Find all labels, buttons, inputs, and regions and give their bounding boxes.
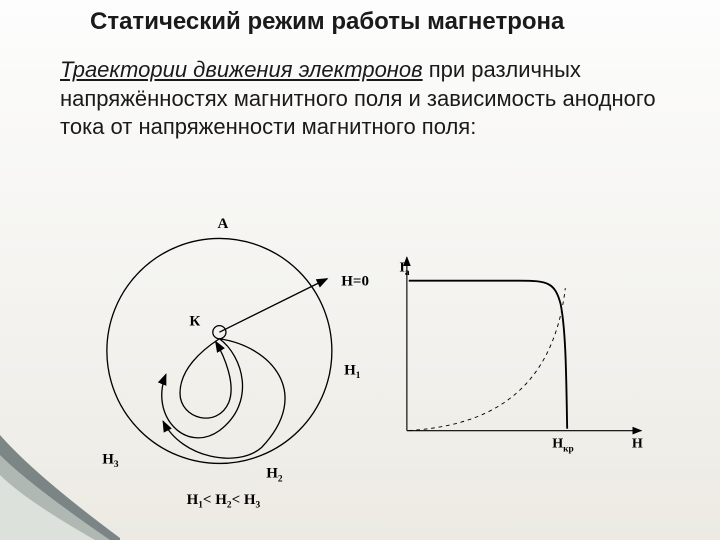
label-h2: H2 [266, 466, 283, 485]
slide-title: Статический режим работы магнетрона [90, 8, 700, 36]
trajectory-diagram: А К H=0 H1 H2 H3 H1< H2< H3 [102, 216, 369, 510]
label-ia: Iа [399, 259, 409, 278]
anode-circle [107, 238, 332, 463]
label-a: А [218, 216, 229, 232]
trajectory-h2 [162, 339, 243, 438]
diagram-area: А К H=0 H1 H2 H3 H1< H2< H3 [60, 215, 660, 515]
ia-curve [409, 281, 567, 429]
diagrams-svg: А К H=0 H1 H2 H3 H1< H2< H3 [60, 215, 660, 515]
label-hkp: Hкр [552, 436, 574, 455]
trajectory-h3 [180, 339, 231, 418]
body-text: Траектории движения электронов при разли… [60, 56, 680, 142]
label-relation: H1< H2< H3 [187, 492, 261, 511]
label-h3: H3 [102, 451, 119, 470]
label-h0: H=0 [341, 273, 369, 289]
ia-h-chart: Iа H Hкр [399, 257, 643, 454]
slide: Статический режим работы магнетрона Трае… [0, 0, 720, 540]
label-h-axis: H [632, 436, 643, 452]
label-h1: H1 [344, 362, 361, 381]
trajectory-h1 [163, 339, 285, 458]
body-lead-phrase: Траектории движения электронов [60, 57, 423, 82]
trajectory-h0 [219, 279, 327, 332]
label-k: К [189, 314, 200, 330]
ia-dashed [409, 288, 566, 431]
